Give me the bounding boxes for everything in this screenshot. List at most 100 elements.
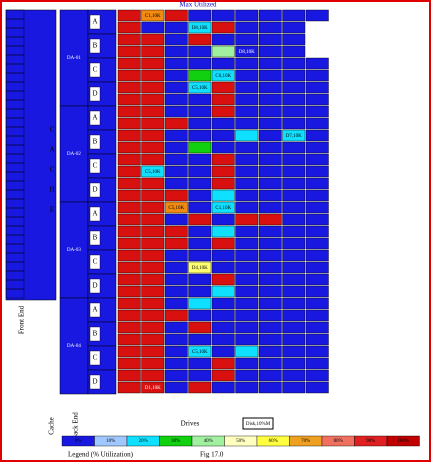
drive-cell	[305, 93, 329, 106]
drive-cell	[141, 189, 165, 202]
group-label: D	[92, 90, 97, 98]
drive-cell	[282, 141, 306, 154]
drive-cell	[282, 189, 306, 202]
drive-cell	[188, 225, 212, 238]
drive-cell	[188, 105, 212, 118]
drive-label: D4,10K	[192, 266, 208, 271]
drive-cell	[258, 177, 282, 190]
drive-cell	[211, 117, 235, 130]
drive-cell	[211, 9, 235, 22]
drive-cell	[117, 93, 141, 106]
drive-cell	[258, 117, 282, 130]
drive-cell	[235, 225, 259, 238]
group-box	[89, 326, 101, 342]
drive-cell	[141, 333, 165, 346]
drive-cell	[305, 297, 329, 310]
drive-cell	[235, 309, 259, 322]
group-box	[89, 110, 101, 126]
drive-cell	[188, 81, 212, 94]
legend-label: 0%	[75, 439, 82, 444]
drive-cell	[305, 9, 329, 22]
group-label: B	[93, 234, 98, 242]
drive-cell	[282, 357, 306, 370]
drive-cell	[305, 225, 329, 238]
drive-cell	[164, 321, 188, 334]
drive-cell	[211, 165, 235, 178]
drive-cell	[258, 261, 282, 274]
drive-cell	[211, 69, 235, 82]
drive-cell	[235, 21, 259, 34]
legend-label: 70%	[301, 439, 310, 444]
drive-cell	[305, 213, 329, 226]
drive-cell	[164, 21, 188, 34]
drive-label: C5,10K	[168, 206, 184, 211]
drive-cell	[164, 141, 188, 154]
drive-cell	[164, 153, 188, 166]
drive-cell	[235, 33, 259, 46]
drive-cell	[258, 345, 282, 358]
drive-cell	[164, 93, 188, 106]
drive-cell	[235, 261, 259, 274]
drive-cell	[164, 285, 188, 298]
drive-cell	[305, 141, 329, 154]
drive-cell	[305, 261, 329, 274]
drive-cell	[141, 285, 165, 298]
drive-cell	[211, 129, 235, 142]
drive-cell	[188, 309, 212, 322]
drive-cell	[235, 381, 259, 394]
drive-cell	[235, 117, 259, 130]
group-box	[89, 158, 101, 174]
drive-cell	[235, 285, 259, 298]
cache-label: Cache	[48, 417, 56, 435]
drive-cell	[211, 237, 235, 250]
drive-cell	[305, 309, 329, 322]
drive-cell	[164, 129, 188, 142]
drive-cell	[188, 117, 212, 130]
drive-cell	[211, 369, 235, 382]
group-box	[89, 182, 101, 198]
drive-cell	[282, 177, 306, 190]
group-label: D	[92, 282, 97, 290]
drive-cell	[258, 93, 282, 106]
box-label: Disk,10%M	[246, 422, 271, 427]
drive-cell	[141, 201, 165, 214]
drive-cell	[117, 381, 141, 394]
legend-title: Legend (% Utilization)	[68, 451, 134, 459]
group-box	[89, 350, 101, 366]
drive-cell	[164, 249, 188, 262]
drive-cell	[258, 297, 282, 310]
drive-cell	[211, 321, 235, 334]
drive-cell	[282, 93, 306, 106]
drive-cell	[258, 21, 282, 34]
drive-cell	[164, 105, 188, 118]
drive-cell	[282, 249, 306, 262]
drive-cell	[305, 345, 329, 358]
drive-cell	[282, 57, 306, 70]
drive-cell	[282, 297, 306, 310]
drive-cell	[141, 261, 165, 274]
legend-label: 100%	[397, 439, 409, 444]
drive-cell	[117, 321, 141, 334]
drive-cell	[211, 153, 235, 166]
drive-cell	[117, 261, 141, 274]
drive-cell	[141, 21, 165, 34]
drive-cell	[141, 45, 165, 58]
drive-cell	[117, 153, 141, 166]
drive-cell	[164, 213, 188, 226]
drive-cell	[258, 357, 282, 370]
drive-cell	[141, 381, 165, 394]
drive-cell	[235, 249, 259, 262]
drive-cell	[211, 45, 235, 58]
drive-cell	[282, 33, 306, 46]
drive-cell	[164, 201, 188, 214]
cache-letter: A	[49, 146, 54, 154]
drive-cell	[282, 213, 306, 226]
group-label: B	[93, 330, 98, 338]
drive-cell	[282, 129, 306, 142]
drive-cell	[258, 225, 282, 238]
drive-cell	[164, 261, 188, 274]
drive-label: C1,10K	[215, 206, 231, 211]
drive-cell	[305, 57, 329, 70]
drive-cell	[117, 57, 141, 70]
